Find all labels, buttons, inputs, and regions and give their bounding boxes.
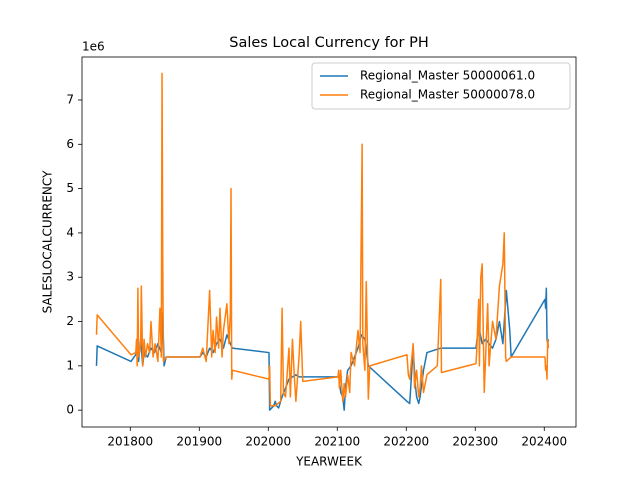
x-tick-label: 201900 [176,435,222,449]
x-tick-label: 202300 [452,435,498,449]
y-axis-label: SALESLOCALCURRENCY [41,170,55,313]
y-tick-label: 1 [66,358,74,372]
legend-label: Regional_Master 50000061.0 [360,69,535,83]
x-axis-label: YEARWEEK [295,455,363,469]
legend-label: Regional_Master 50000078.0 [360,88,535,102]
x-tick-label: 201800 [107,435,153,449]
x-tick-label: 202400 [521,435,567,449]
chart-title: Sales Local Currency for PH [229,35,429,51]
y-tick-label: 2 [66,314,74,328]
y-tick-label: 6 [66,137,74,151]
legend-box [311,62,571,110]
y-tick-label: 4 [66,225,74,239]
y-offset-label: 1e6 [82,40,105,54]
y-tick-label: 0 [66,403,74,417]
x-tick-label: 202100 [314,435,360,449]
series-line [95,72,550,407]
y-tick-label: 5 [66,181,74,195]
axes-frame [81,56,577,428]
x-tick-label: 202000 [245,435,291,449]
x-tick-label: 202200 [383,435,429,449]
y-tick-label: 3 [66,270,74,284]
y-tick-label: 7 [66,92,74,106]
